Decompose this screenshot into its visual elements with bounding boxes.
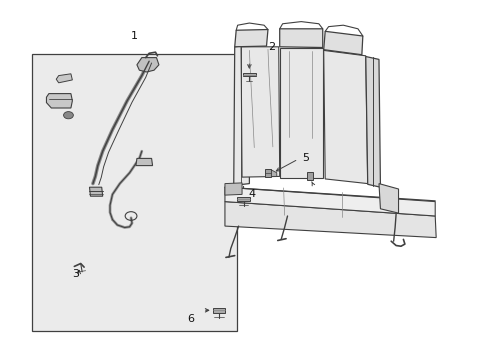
Polygon shape <box>46 94 72 108</box>
Polygon shape <box>243 73 255 76</box>
Text: 4: 4 <box>248 189 255 199</box>
Polygon shape <box>224 202 435 238</box>
Polygon shape <box>234 30 267 47</box>
Polygon shape <box>306 172 313 180</box>
Polygon shape <box>136 158 152 166</box>
Polygon shape <box>279 29 322 48</box>
Polygon shape <box>264 169 271 177</box>
Polygon shape <box>224 183 242 195</box>
Polygon shape <box>271 170 276 176</box>
Circle shape <box>63 112 73 119</box>
Polygon shape <box>233 45 249 185</box>
Polygon shape <box>213 308 224 313</box>
Polygon shape <box>224 187 434 216</box>
Polygon shape <box>241 47 279 177</box>
Polygon shape <box>237 197 249 201</box>
Polygon shape <box>89 187 102 196</box>
Polygon shape <box>137 58 159 72</box>
Text: 1: 1 <box>131 31 138 41</box>
Polygon shape <box>365 57 380 187</box>
Polygon shape <box>32 54 237 331</box>
Text: 5: 5 <box>302 153 308 163</box>
Text: 2: 2 <box>267 42 274 52</box>
Polygon shape <box>279 48 322 178</box>
Polygon shape <box>323 50 367 184</box>
Polygon shape <box>323 31 362 55</box>
Polygon shape <box>378 184 398 213</box>
Polygon shape <box>56 74 72 83</box>
Text: 3: 3 <box>72 269 79 279</box>
Text: 6: 6 <box>187 314 194 324</box>
